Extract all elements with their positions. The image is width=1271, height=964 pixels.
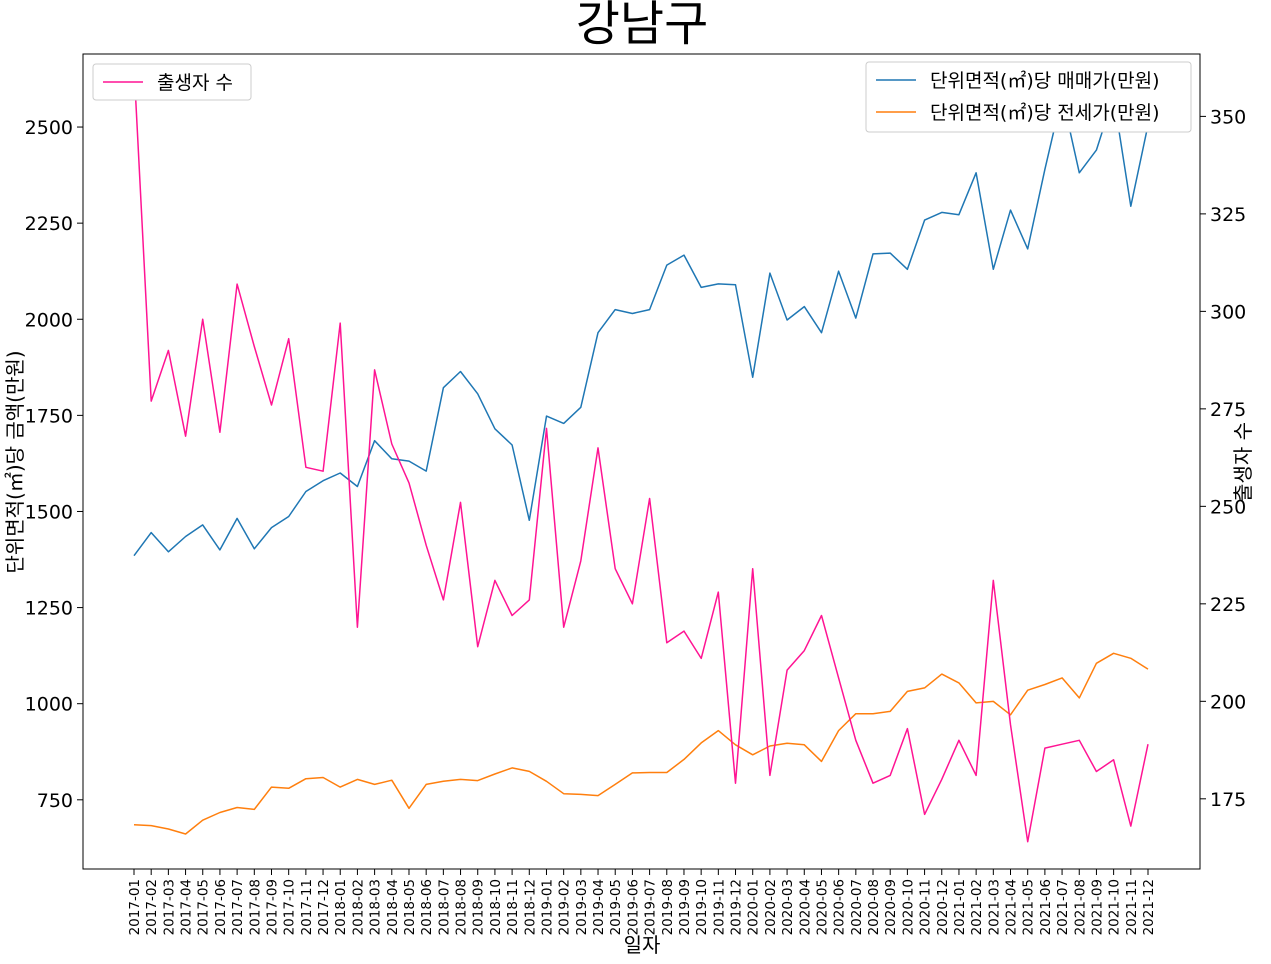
x-tick-label: 2021-07 [1055, 879, 1071, 935]
x-tick-label: 2018-11 [505, 879, 521, 935]
plot-frame [82, 53, 1201, 870]
y-right-tick-label: 275 [1210, 399, 1246, 421]
x-tick-label: 2017-01 [127, 879, 143, 935]
x-tick-label: 2020-05 [815, 879, 831, 935]
x-tick-label: 2018-04 [385, 879, 401, 935]
x-tick-label: 2017-10 [282, 879, 298, 935]
x-tick-label: 2017-11 [299, 879, 315, 935]
chart-title: 강남구 [576, 0, 708, 52]
x-tick-label: 2017-06 [213, 879, 229, 935]
x-tick-label: 2019-02 [557, 879, 573, 935]
x-tick-label: 2018-12 [522, 879, 538, 935]
y-axis-label-right: 출생자 수 [1231, 422, 1255, 502]
legend-left: 출생자 수 [92, 63, 252, 101]
x-tick-label: 2018-08 [454, 879, 470, 935]
x-tick-label: 2017-07 [230, 879, 246, 935]
x-tick-label: 2020-07 [849, 879, 865, 935]
x-tick-label: 2018-01 [333, 879, 349, 935]
x-tick-label: 2017-12 [316, 879, 332, 935]
x-tick-label: 2019-09 [677, 879, 693, 935]
x-tick-label: 2020-11 [918, 879, 934, 935]
x-tick-label: 2019-01 [540, 879, 556, 935]
y-right-tick-label: 225 [1210, 594, 1246, 616]
series-line-0 [133, 94, 1149, 557]
x-tick-label: 2019-03 [574, 879, 590, 935]
x-tick-label: 2017-02 [144, 879, 160, 935]
x-tick-label: 2021-05 [1021, 879, 1037, 935]
x-tick-label: 2018-02 [350, 879, 366, 935]
x-tick-label: 2020-12 [935, 879, 951, 935]
legend-right-box [865, 61, 1192, 133]
x-tick-label: 2017-03 [161, 879, 177, 935]
y-axis-label-left: 단위면적(㎡)당 금액(만원) [3, 350, 27, 573]
y-right-tick-label: 200 [1210, 691, 1246, 713]
x-tick-label: 2021-09 [1089, 879, 1105, 935]
y-left-tick-label: 1500 [25, 501, 73, 523]
x-tick-label: 2018-05 [402, 879, 418, 935]
x-tick-label: 2018-06 [419, 879, 435, 935]
x-tick-label: 2017-08 [247, 879, 263, 935]
y-right-tick-label: 350 [1210, 106, 1246, 128]
x-tick-label: 2021-10 [1107, 879, 1123, 935]
y-right-tick-label: 325 [1210, 204, 1246, 226]
y-left-tick-label: 2000 [25, 309, 73, 331]
x-tick-label: 2019-10 [694, 879, 710, 935]
x-tick-label: 2017-09 [265, 879, 281, 935]
x-tick-label: 2019-05 [608, 879, 624, 935]
plot-area: 750 1000 1250 1500 1750 2000 2250 2500 175 200 225… [25, 65, 1246, 935]
x-tick-label: 2017-05 [196, 879, 212, 935]
y-right-tick-label: 300 [1210, 301, 1246, 323]
x-tick-label: 2020-06 [832, 879, 848, 935]
x-tick-label: 2020-04 [797, 879, 813, 935]
x-tick-label: 2017-04 [179, 879, 195, 935]
x-tick-label: 2021-08 [1072, 879, 1088, 935]
x-tick-label: 2018-07 [436, 879, 452, 935]
x-tick-label: 2021-02 [969, 879, 985, 935]
x-tick-label: 2019-08 [660, 879, 676, 935]
x-tick-label: 2021-06 [1038, 879, 1054, 935]
y-left-tick-label: 2500 [25, 117, 73, 139]
x-axis-label: 일자 [624, 933, 661, 957]
y-left-tick-label: 1750 [25, 405, 73, 427]
x-tick-label: 2021-12 [1141, 879, 1157, 935]
x-tick-label: 2020-01 [746, 879, 762, 935]
x-tick-label: 2018-10 [488, 879, 504, 935]
legend-left-label: 출생자 수 [157, 72, 233, 94]
series-line-1 [133, 652, 1149, 835]
x-tick-label: 2021-03 [986, 879, 1002, 935]
y-right-tick-label: 175 [1210, 789, 1246, 811]
x-tick-label: 2019-04 [591, 879, 607, 935]
series-line-2 [133, 65, 1149, 843]
x-tick-label: 2019-06 [625, 879, 641, 935]
x-tick-label: 2019-12 [729, 879, 745, 935]
x-tick-label: 2021-11 [1124, 879, 1140, 935]
y-left-tick-label: 1000 [25, 694, 73, 716]
y-left-tick-label: 2250 [25, 213, 73, 235]
x-tick-label: 2020-02 [763, 879, 779, 935]
legend-right-label-jeonse: 단위면적(㎡)당 전세가(만원) [930, 101, 1160, 124]
legend-right: 단위면적(㎡)당 매매가(만원) 단위면적(㎡)당 전세가(만원) [865, 61, 1192, 133]
x-tick-label: 2020-10 [900, 879, 916, 935]
x-tick-label: 2019-11 [711, 879, 727, 935]
y-right-tick-label: 250 [1210, 496, 1246, 518]
x-tick-label: 2020-09 [883, 879, 899, 935]
x-tick-label: 2020-03 [780, 879, 796, 935]
x-tick-label: 2018-03 [368, 879, 384, 935]
x-tick-label: 2019-07 [643, 879, 659, 935]
x-tick-label: 2021-04 [1004, 879, 1020, 935]
x-tick-label: 2018-09 [471, 879, 487, 935]
x-tick-label: 2021-01 [952, 879, 968, 935]
y-left-tick-label: 1250 [25, 598, 73, 620]
legend-left-box [92, 63, 252, 101]
y-left-tick-label: 750 [37, 790, 73, 812]
legend-right-label-sale: 단위면적(㎡)당 매매가(만원) [930, 69, 1160, 92]
x-tick-label: 2020-08 [866, 879, 882, 935]
